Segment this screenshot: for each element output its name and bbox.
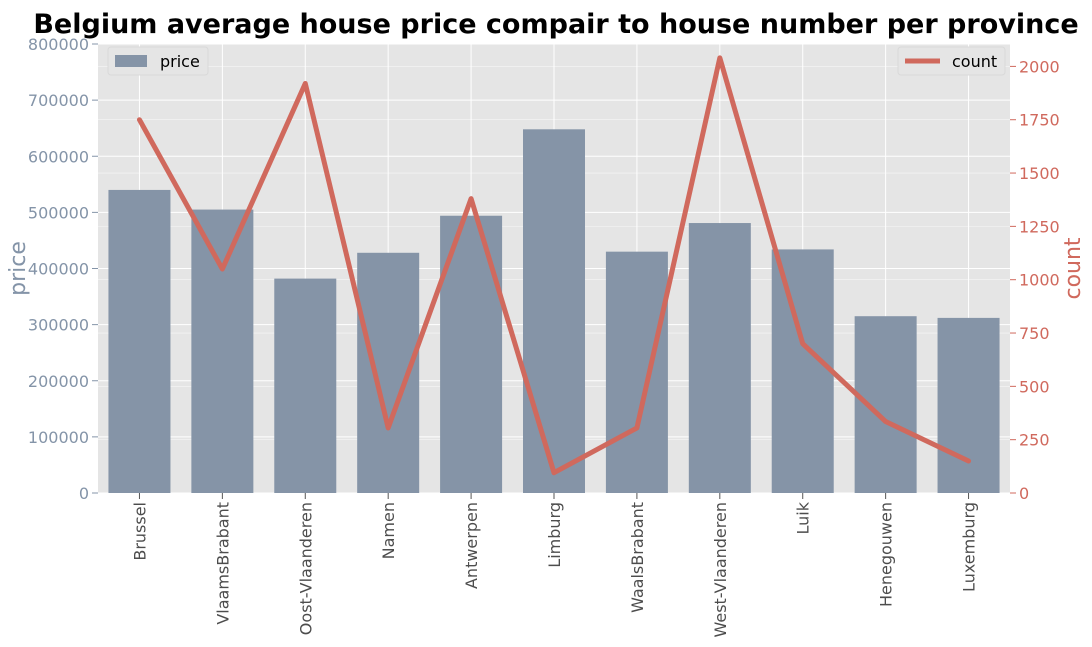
x-tick-label: Antwerpen (462, 502, 481, 589)
legend-price-swatch (115, 55, 147, 67)
bar-limburg (523, 129, 585, 493)
left-tick-label: 400000 (28, 260, 89, 279)
x-tick-label: Limburg (545, 502, 564, 568)
x-tick-label: WaalsBrabant (628, 502, 647, 613)
left-tick-label: 0 (79, 484, 89, 503)
bar-brussel (108, 189, 171, 494)
x-axis: Brussel VlaamsBrabant Oost-Vlaanderen Namen… (130, 493, 979, 638)
bar-vlaamsbrabant (191, 209, 254, 493)
x-tick-label: Namen (379, 502, 398, 559)
right-tick-label: 750 (1019, 324, 1050, 343)
x-tick-label: West-Vlaanderen (711, 502, 730, 638)
left-tick-label: 600000 (28, 147, 89, 166)
x-tick-label: Luxemburg (960, 502, 979, 592)
count-line (136, 55, 972, 476)
legend-price-label: price (160, 52, 200, 71)
left-axis: 0 100000 200000 300000 400000 500000 600000 700… (28, 35, 98, 503)
left-tick-label: 200000 (28, 372, 89, 391)
left-tick-label: 700000 (28, 91, 89, 110)
right-tick-label: 250 (1019, 431, 1050, 450)
left-tick-label: 300000 (28, 316, 89, 335)
price-bars (108, 129, 1000, 494)
legend-count-label: count (952, 52, 997, 71)
bar-oost-vlaanderen (274, 278, 337, 493)
left-axis-label: price (6, 241, 31, 296)
left-tick-label: 100000 (28, 428, 89, 447)
bar-luxemburg (937, 317, 1000, 493)
bar-henegouwen (854, 316, 917, 493)
x-tick-label: VlaamsBrabant (213, 502, 232, 625)
left-tick-label: 500000 (28, 203, 89, 222)
bar-west-vlaanderen (688, 223, 751, 493)
x-tick-label: Oost-Vlaanderen (296, 502, 315, 635)
right-tick-label: 1500 (1019, 164, 1060, 183)
right-tick-label: 1750 (1019, 111, 1060, 130)
legend-price-frame (107, 46, 209, 76)
x-tick-label: Brussel (130, 502, 149, 561)
right-tick-label: 2000 (1019, 57, 1060, 76)
chart-title: Belgium average house price compair to h… (33, 9, 1078, 40)
right-tick-label: 500 (1019, 377, 1050, 396)
legend-price: price (107, 46, 209, 76)
x-tick-label: Henegouwen (877, 502, 896, 607)
x-tick-label: Luik (794, 501, 813, 534)
right-axis: 0 250 500 750 1000 1250 1500 1750 2000 (1010, 57, 1060, 503)
right-axis-label: count (1061, 237, 1086, 299)
legend-count-frame (897, 46, 1006, 76)
right-tick-label: 0 (1019, 484, 1029, 503)
left-tick-label: 800000 (28, 35, 89, 54)
legend-count: count (897, 46, 1006, 76)
right-tick-label: 1250 (1019, 217, 1060, 236)
bar-waalsbrabant (605, 251, 668, 493)
bar-luik (771, 249, 834, 493)
right-tick-label: 1000 (1019, 271, 1060, 290)
